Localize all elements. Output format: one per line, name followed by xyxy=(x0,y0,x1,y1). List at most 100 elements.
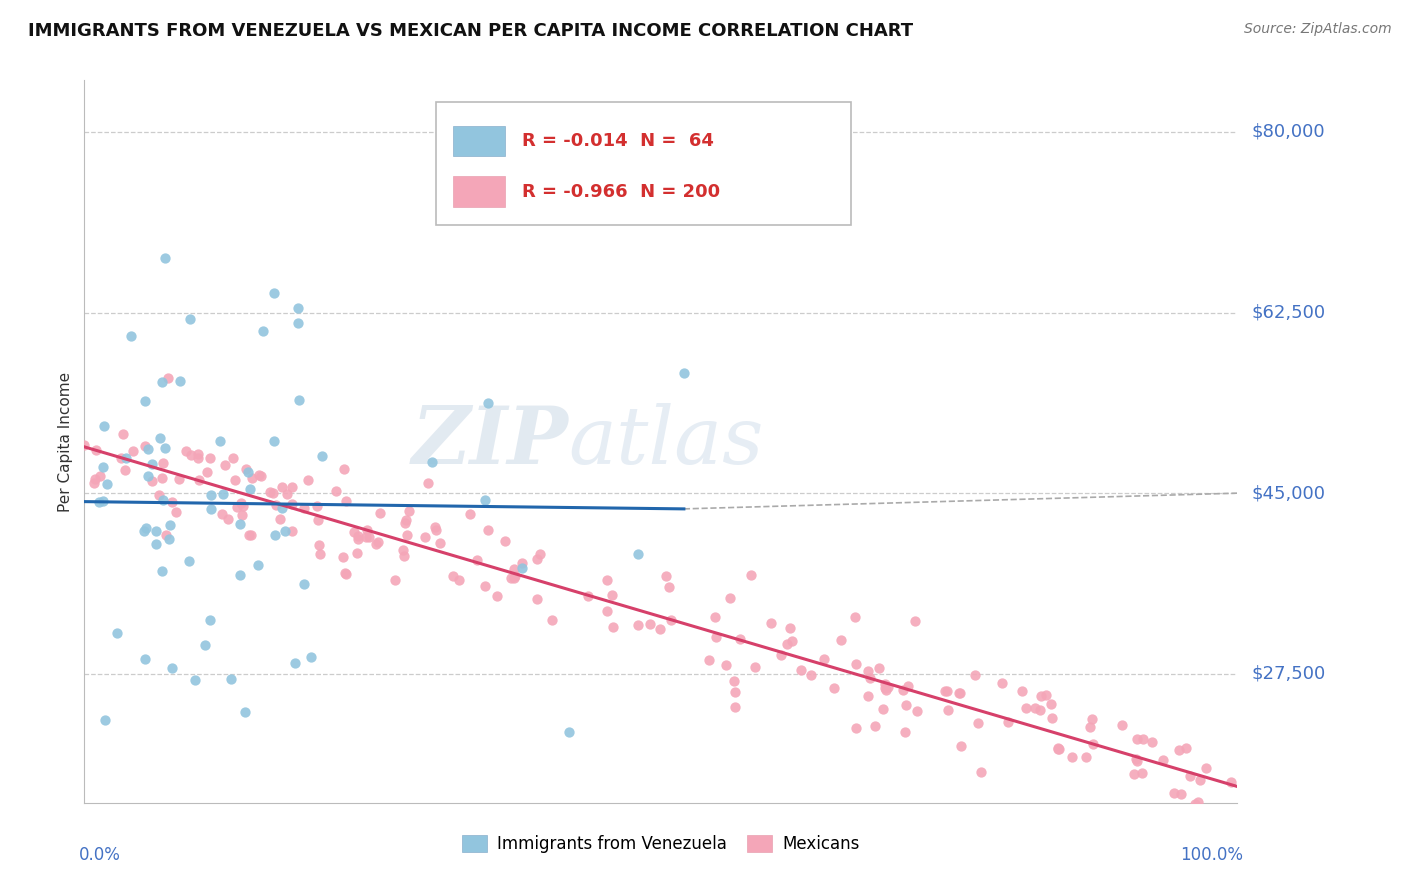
Point xyxy=(706,630,728,644)
Point xyxy=(422,455,444,469)
Point xyxy=(367,535,389,549)
Point xyxy=(779,621,801,635)
Point xyxy=(1029,703,1052,717)
Point xyxy=(145,524,167,539)
Point xyxy=(697,653,720,667)
Point xyxy=(148,488,170,502)
Point xyxy=(236,465,259,479)
Point xyxy=(239,483,262,497)
Point xyxy=(159,518,181,533)
Point xyxy=(859,671,882,685)
Point xyxy=(240,471,263,485)
Point xyxy=(94,713,117,727)
Point xyxy=(1209,806,1232,821)
Point xyxy=(494,533,516,548)
Point xyxy=(657,580,679,594)
Point xyxy=(292,576,315,591)
Point xyxy=(105,626,128,640)
Point xyxy=(447,574,470,588)
Point xyxy=(627,547,650,561)
Point xyxy=(845,721,868,735)
Point xyxy=(134,651,156,665)
Point xyxy=(198,613,221,627)
Point xyxy=(526,552,548,566)
Point xyxy=(1132,731,1154,746)
Point xyxy=(222,450,245,465)
Point xyxy=(305,499,328,513)
Text: $80,000: $80,000 xyxy=(1251,123,1324,141)
Point xyxy=(152,493,174,508)
Point xyxy=(153,442,176,456)
Point xyxy=(187,447,209,461)
Point xyxy=(150,565,173,579)
Point xyxy=(217,512,239,526)
Point xyxy=(474,493,496,508)
Legend: Immigrants from Venezuela, Mexicans: Immigrants from Venezuela, Mexicans xyxy=(456,828,866,860)
Point xyxy=(211,507,233,521)
Point xyxy=(121,443,143,458)
Point xyxy=(294,501,316,516)
Point xyxy=(179,311,201,326)
Point xyxy=(152,456,174,470)
Point xyxy=(740,568,762,582)
Point xyxy=(141,458,163,472)
Y-axis label: Per Capita Income: Per Capita Income xyxy=(58,371,73,512)
Point xyxy=(1011,684,1033,698)
Point xyxy=(1175,741,1198,756)
Point xyxy=(83,476,105,491)
Point xyxy=(281,497,304,511)
Point xyxy=(672,366,695,380)
Point xyxy=(1152,753,1174,767)
Point xyxy=(134,524,156,538)
Point xyxy=(1111,717,1133,731)
Point xyxy=(576,589,599,603)
Point xyxy=(232,499,254,513)
Point xyxy=(415,531,437,545)
Point xyxy=(780,634,803,648)
Point xyxy=(392,549,415,564)
Point xyxy=(136,442,159,456)
Point xyxy=(238,528,260,542)
Point xyxy=(264,498,287,512)
Point xyxy=(395,527,418,541)
Point xyxy=(845,657,868,671)
Point xyxy=(1046,741,1069,756)
Point xyxy=(770,648,793,662)
Point xyxy=(950,739,973,753)
Text: R = -0.966  N = 200: R = -0.966 N = 200 xyxy=(523,183,721,201)
Point xyxy=(875,683,897,698)
Point xyxy=(354,530,377,544)
Point xyxy=(627,617,650,632)
Text: $62,500: $62,500 xyxy=(1251,303,1326,321)
Point xyxy=(1170,787,1192,801)
Point xyxy=(200,488,222,502)
Point xyxy=(84,472,107,486)
Point xyxy=(1122,766,1144,780)
Point xyxy=(894,724,917,739)
Point xyxy=(112,427,135,442)
Point xyxy=(252,324,274,338)
Text: Source: ZipAtlas.com: Source: ZipAtlas.com xyxy=(1244,22,1392,37)
Point xyxy=(429,535,451,549)
Point xyxy=(813,652,835,666)
Text: ZIP: ZIP xyxy=(412,403,568,480)
Point xyxy=(247,467,270,482)
Point xyxy=(359,530,381,544)
Point xyxy=(1081,737,1104,751)
Point xyxy=(703,610,725,624)
Point xyxy=(200,451,222,466)
Point xyxy=(775,637,797,651)
Point xyxy=(990,675,1012,690)
Point xyxy=(423,519,446,533)
Point xyxy=(557,725,579,739)
Point xyxy=(229,568,252,582)
Point xyxy=(276,486,298,500)
Point xyxy=(904,614,927,628)
Point xyxy=(948,686,970,700)
Text: $45,000: $45,000 xyxy=(1251,484,1326,502)
Point xyxy=(441,569,464,583)
Point xyxy=(87,494,110,508)
Point xyxy=(1187,795,1209,809)
Point xyxy=(187,473,209,487)
FancyBboxPatch shape xyxy=(436,102,851,225)
